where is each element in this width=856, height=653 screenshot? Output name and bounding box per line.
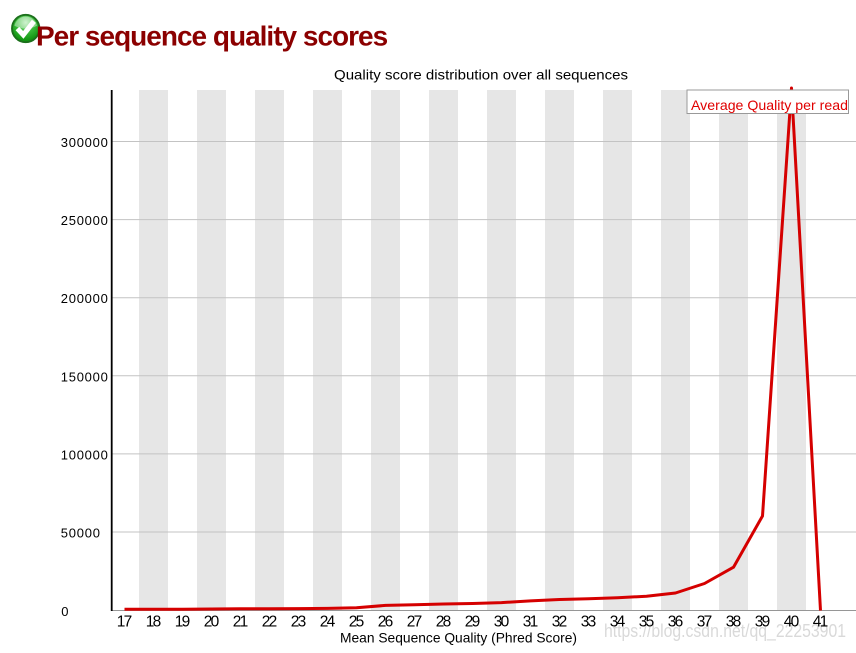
- svg-text:200000: 200000: [61, 291, 108, 306]
- svg-text:18: 18: [146, 614, 162, 631]
- svg-text:25: 25: [349, 614, 365, 631]
- svg-text:33: 33: [581, 614, 597, 631]
- svg-text:300000: 300000: [61, 135, 108, 150]
- svg-text:35: 35: [639, 614, 655, 631]
- svg-text:36: 36: [668, 614, 684, 631]
- svg-text:34: 34: [610, 614, 626, 631]
- svg-text:21: 21: [233, 614, 249, 631]
- svg-text:24: 24: [320, 614, 336, 631]
- svg-text:39: 39: [755, 614, 771, 631]
- svg-text:0: 0: [61, 604, 68, 619]
- svg-text:Per sequence quality scores: Per sequence quality scores: [36, 21, 388, 52]
- svg-text:Quality score distribution ove: Quality score distribution over all sequ…: [334, 66, 628, 82]
- svg-text:250000: 250000: [61, 213, 108, 228]
- svg-text:https://blog.csdn.net/qq_22253: https://blog.csdn.net/qq_22253901: [604, 621, 846, 642]
- svg-text:Mean Sequence Quality (Phred S: Mean Sequence Quality (Phred Score): [340, 630, 577, 646]
- svg-text:50000: 50000: [61, 526, 100, 541]
- svg-text:27: 27: [407, 614, 423, 631]
- svg-text:31: 31: [523, 614, 539, 631]
- svg-text:41: 41: [813, 614, 829, 631]
- svg-text:38: 38: [726, 614, 742, 631]
- svg-text:37: 37: [697, 614, 713, 631]
- svg-text:20: 20: [204, 614, 220, 631]
- svg-text:22: 22: [262, 614, 278, 631]
- svg-text:150000: 150000: [61, 369, 108, 384]
- svg-text:17: 17: [117, 614, 133, 631]
- svg-text:30: 30: [494, 614, 510, 631]
- svg-text:29: 29: [465, 614, 481, 631]
- svg-text:100000: 100000: [61, 447, 108, 462]
- svg-text:23: 23: [291, 614, 307, 631]
- svg-text:26: 26: [378, 614, 394, 631]
- svg-text:Average Quality per read: Average Quality per read: [691, 97, 848, 113]
- svg-text:19: 19: [175, 614, 191, 631]
- svg-text:28: 28: [436, 614, 452, 631]
- svg-text:40: 40: [784, 614, 800, 631]
- svg-text:32: 32: [552, 614, 568, 631]
